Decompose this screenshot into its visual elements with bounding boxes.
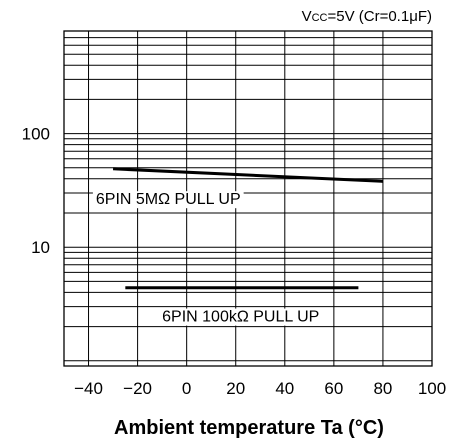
- x-tick-label: 0: [182, 379, 191, 398]
- x-tick-label: 80: [373, 379, 392, 398]
- series-label-0: 6PIN 5MΩ PULL UP: [96, 191, 241, 208]
- chart-title: VCC=5V (Cr=0.1μF): [302, 8, 432, 25]
- series-group: [112, 167, 384, 290]
- annotations: 6PIN 5MΩ PULL UP 6PIN 100kΩ PULL UP: [92, 191, 323, 326]
- series-label-bg-1: [159, 308, 323, 326]
- plot-frame: [63, 30, 433, 367]
- x-tick-label: 60: [324, 379, 343, 398]
- x-tick-label: 40: [275, 379, 294, 398]
- title-rest: =5V (Cr=0.1μF): [327, 8, 432, 25]
- x-tick-label: 100: [418, 379, 446, 398]
- x-tick-label: 20: [226, 379, 245, 398]
- y-tick-label: 10: [31, 238, 50, 257]
- series-line-0: [112, 167, 384, 183]
- tick-labels: −40 −20 0 20 40 60 80 100 10 100: [22, 125, 447, 398]
- x-tick-label: −40: [74, 379, 103, 398]
- series-label-bg-0: [92, 191, 244, 209]
- title-subscript: CC: [312, 12, 328, 24]
- y-tick-label: 100: [22, 125, 50, 144]
- grid: [64, 31, 432, 366]
- x-axis-label: Ambient temperature Ta (°C): [114, 417, 384, 439]
- series-label-1: 6PIN 100kΩ PULL UP: [162, 309, 319, 326]
- title-prefix: V: [302, 8, 312, 25]
- x-tick-label: −20: [123, 379, 152, 398]
